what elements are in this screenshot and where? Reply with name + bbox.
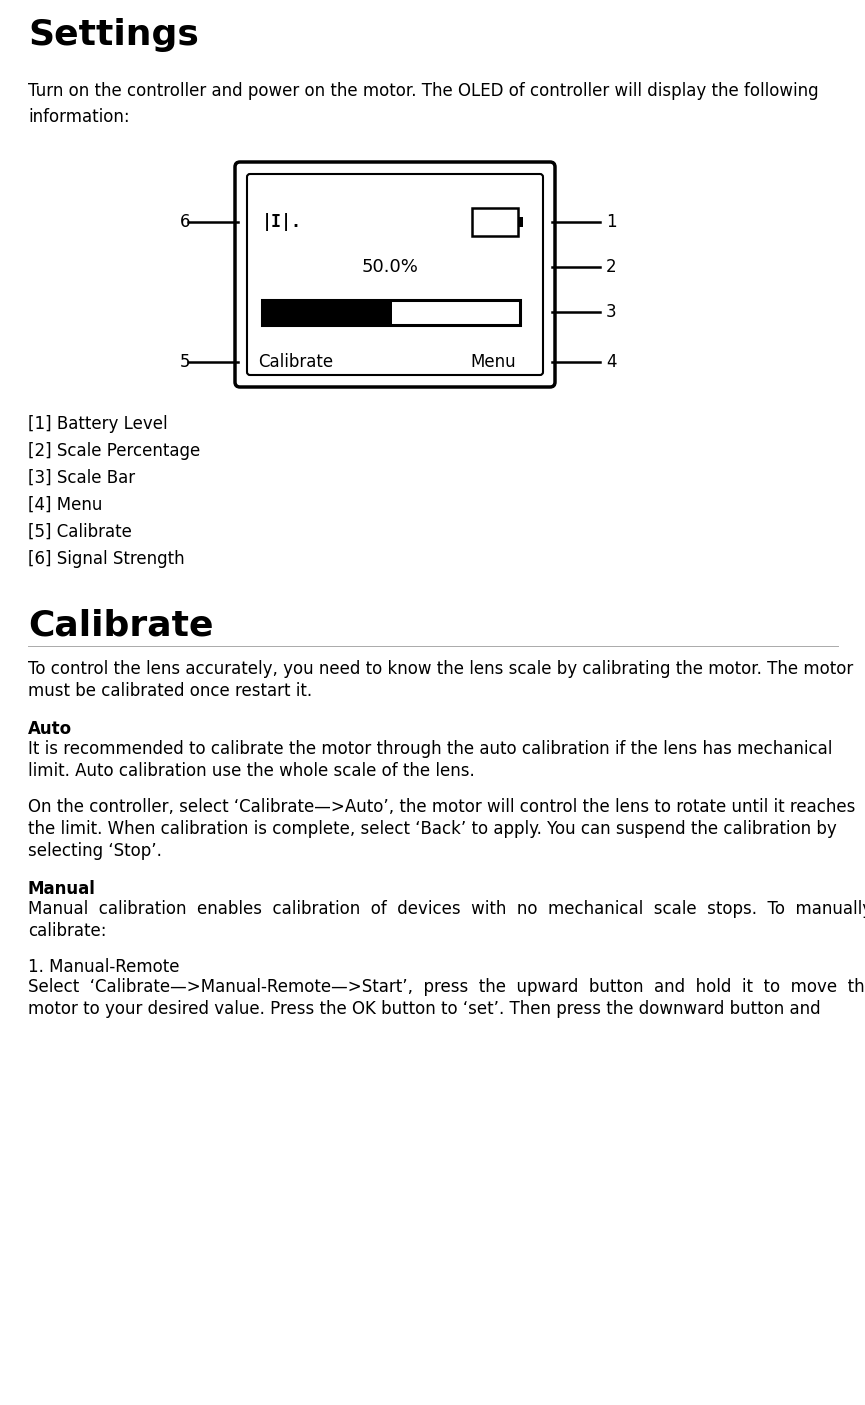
Text: Calibrate: Calibrate [258,353,333,371]
Text: 2: 2 [606,259,617,275]
Text: [6] Signal Strength: [6] Signal Strength [28,549,184,568]
Text: Settings: Settings [28,18,199,52]
Text: Turn on the controller and power on the motor. The OLED of controller will displ: Turn on the controller and power on the … [28,81,818,125]
Text: 3: 3 [606,303,617,320]
Text: Manual  calibration  enables  calibration  of  devices  with  no  mechanical  sc: Manual calibration enables calibration o… [28,901,865,917]
Text: [2] Scale Percentage: [2] Scale Percentage [28,443,201,459]
Bar [472,208,518,236]
Text: 4: 4 [606,353,617,371]
Text: 50.0%: 50.0% [362,259,419,275]
FancyBboxPatch shape [235,162,555,386]
Text: [1] Battery Level: [1] Battery Level [28,414,168,433]
Text: calibrate:: calibrate: [28,922,106,940]
Text: [5] Calibrate: [5] Calibrate [28,523,131,541]
Text: 5: 5 [180,353,190,371]
Text: Select  ‘Calibrate—>Manual-Remote—>Start’,  press  the  upward  button  and  hol: Select ‘Calibrate—>Manual-Remote—>Start’… [28,978,865,996]
Text: Manual: Manual [28,880,96,898]
Text: 6: 6 [180,214,190,230]
Bar [518,216,523,228]
Text: [3] Scale Bar: [3] Scale Bar [28,469,135,488]
Text: [4] Menu: [4] Menu [28,496,102,514]
Text: selecting ‘Stop’.: selecting ‘Stop’. [28,842,162,860]
Text: 1: 1 [606,214,617,230]
Text: must be calibrated once restart it.: must be calibrated once restart it. [28,681,312,700]
Text: Menu: Menu [470,353,516,371]
Text: To control the lens accurately, you need to know the lens scale by calibrating t: To control the lens accurately, you need… [28,660,853,679]
Bar [263,301,392,323]
Text: the limit. When calibration is complete, select ‘Back’ to apply. You can suspend: the limit. When calibration is complete,… [28,821,836,837]
Text: |I|.: |I|. [262,214,302,230]
Bar [262,299,520,325]
Text: Calibrate: Calibrate [28,608,214,642]
Text: limit. Auto calibration use the whole scale of the lens.: limit. Auto calibration use the whole sc… [28,762,475,780]
Text: motor to your desired value. Press the OK button to ‘set’. Then press the downwa: motor to your desired value. Press the O… [28,1000,821,1019]
Text: On the controller, select ‘Calibrate—>Auto’, the motor will control the lens to : On the controller, select ‘Calibrate—>Au… [28,798,855,816]
Text: 1. Manual-Remote: 1. Manual-Remote [28,958,180,976]
FancyBboxPatch shape [247,174,543,375]
Text: Auto: Auto [28,719,72,738]
Text: It is recommended to calibrate the motor through the auto calibration if the len: It is recommended to calibrate the motor… [28,740,832,759]
